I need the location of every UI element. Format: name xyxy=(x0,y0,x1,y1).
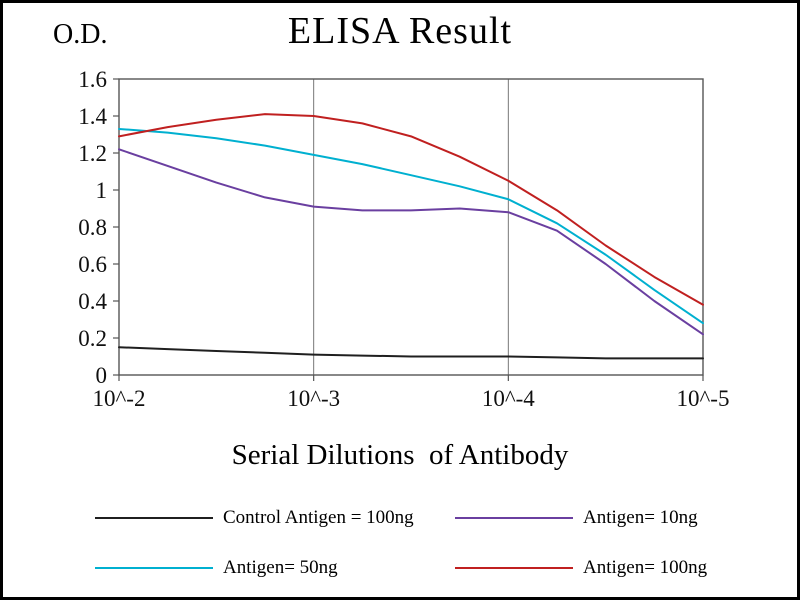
x-tick-label: 10^-2 xyxy=(93,386,146,411)
y-tick-label: 0.8 xyxy=(78,215,107,240)
series-line-antigen-10ng xyxy=(118,148,704,336)
x-tick-label: 10^-4 xyxy=(482,386,535,411)
legend-line-swatch xyxy=(95,567,213,569)
y-tick-label: 0.4 xyxy=(78,289,107,314)
legend-item-antigen-50ng: Antigen= 50ng xyxy=(95,557,455,579)
legend-item-antigen-10ng: Antigen= 10ng xyxy=(455,507,797,529)
chart-svg: 10^-2 10^-3 10^-4 10^-5 0 0.2 0.4 0.6 0.8 1 1.2 1.4… xyxy=(78,67,730,411)
y-tick-label: 0.2 xyxy=(78,326,107,351)
legend-line-swatch xyxy=(455,567,573,569)
legend-item-control-antigen: Control Antigen = 100ng xyxy=(95,507,455,529)
x-tick-label: 10^-3 xyxy=(287,386,340,411)
legend-label: Antigen= 10ng xyxy=(583,507,698,528)
legend: Control Antigen = 100ng Antigen= 10ng An… xyxy=(3,493,797,593)
legend-item-antigen-100ng: Antigen= 100ng xyxy=(455,557,797,579)
y-tick-label: 1.2 xyxy=(78,141,107,166)
legend-row: Control Antigen = 100ng Antigen= 10ng xyxy=(3,493,797,543)
y-tick-label: 1.6 xyxy=(78,67,107,92)
legend-line-swatch xyxy=(95,517,213,519)
y-axis-title: O.D. xyxy=(53,19,108,50)
legend-line-swatch xyxy=(455,517,573,519)
legend-label: Control Antigen = 100ng xyxy=(223,507,414,528)
x-axis-title: Serial Dilutions of Antibody xyxy=(231,439,569,471)
legend-label: Antigen= 100ng xyxy=(583,557,708,578)
series-line-control-antigen-100ng xyxy=(118,346,704,360)
y-tick-label: 0 xyxy=(96,363,108,388)
series-line-antigen-50ng xyxy=(118,127,704,325)
plot-border xyxy=(118,78,704,376)
y-tick-label: 0.6 xyxy=(78,252,107,277)
y-tick-label: 1 xyxy=(96,178,108,203)
chart-title: ELISA Result xyxy=(287,10,513,52)
legend-row: Antigen= 50ng Antigen= 100ng xyxy=(3,543,797,593)
legend-label: Antigen= 50ng xyxy=(223,557,338,578)
series-line-antigen-100ng xyxy=(118,113,704,306)
x-tick-label: 10^-5 xyxy=(677,386,730,411)
y-tick-label: 1.4 xyxy=(78,104,107,129)
